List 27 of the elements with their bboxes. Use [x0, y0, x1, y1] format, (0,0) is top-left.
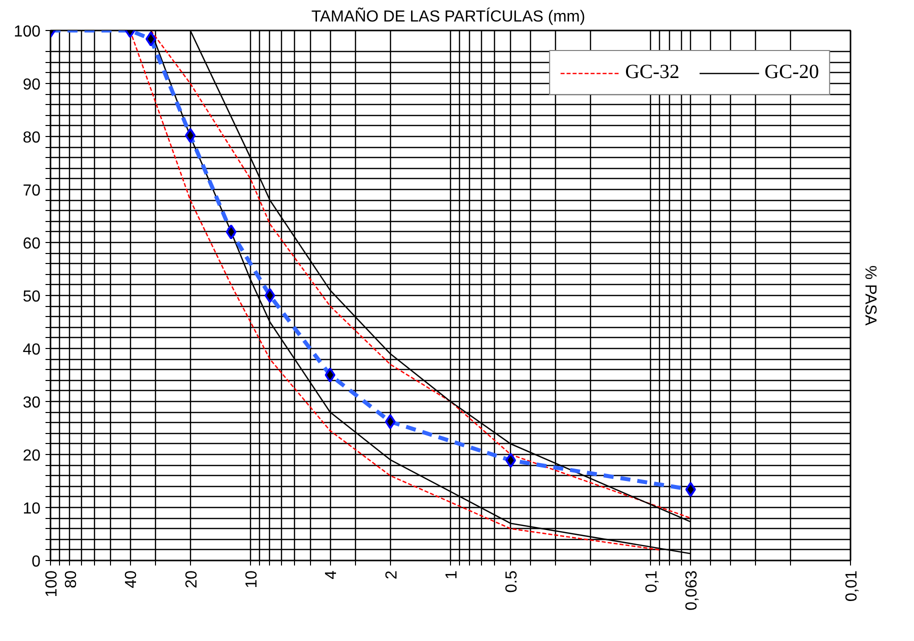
y-tick-label: 70 [22, 182, 41, 200]
y-tick-label: 20 [22, 448, 41, 464]
y-axis-title: % PASA [862, 265, 878, 326]
x-tick-label: 0,1 [644, 570, 660, 593]
y-tick-label: 80 [22, 130, 41, 146]
x-tick-label: 40 [123, 570, 140, 588]
x-tick-label: 20 [183, 570, 200, 588]
x-tick-label: 2 [383, 570, 400, 580]
x-tick-label: 0,01 [844, 570, 860, 602]
legend-label: GC-32 [625, 61, 680, 84]
chart-title: TAMAÑO DE LAS PARTÍCULAS (mm) [311, 6, 586, 26]
y-tick-label: 100 [14, 24, 41, 40]
x-tick-label: 100 [44, 570, 60, 598]
y-tick-label: 40 [22, 342, 41, 358]
x-tick-label: 0.5 [504, 570, 521, 593]
y-tick-label: 0 [32, 554, 41, 570]
y-tick-label: 30 [22, 394, 41, 412]
y-tick-label: 60 [22, 236, 41, 252]
x-tick-label: 10 [244, 570, 260, 588]
x-tick-label: 0,063 [684, 570, 701, 611]
legend-label: GC-20 [764, 61, 819, 84]
y-tick-label: 90 [22, 76, 41, 94]
y-tick-label: 10 [22, 500, 41, 518]
x-tick-label: 80 [62, 570, 80, 588]
y-tick-label: 50 [22, 288, 41, 306]
x-tick-label: 4 [323, 570, 340, 580]
x-tick-label: 1 [444, 570, 460, 580]
